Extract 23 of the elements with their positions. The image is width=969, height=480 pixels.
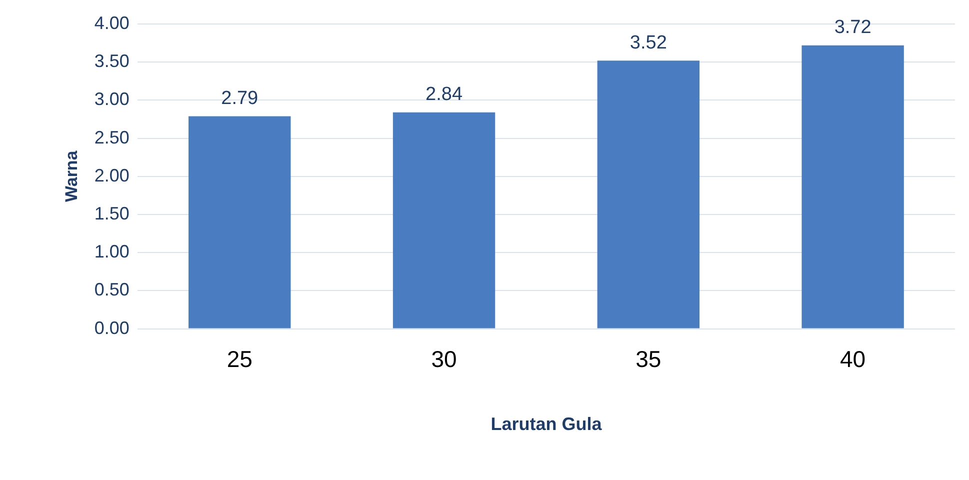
bar	[802, 45, 904, 328]
y-tick-label: 3.00	[94, 89, 130, 110]
y-axis-title: Warna	[62, 150, 81, 202]
data-label: 3.72	[834, 17, 872, 38]
y-tick-label: 1.50	[94, 203, 130, 224]
x-axis-title: Larutan Gula	[490, 414, 603, 434]
data-label: 3.52	[630, 32, 667, 54]
x-tick-label: 40	[840, 346, 866, 372]
y-tick-label: 2.50	[94, 127, 130, 148]
bar	[392, 112, 496, 328]
x-tick-label: 30	[431, 346, 457, 372]
data-label: 2.84	[426, 84, 463, 106]
y-tick-label: 3.50	[94, 51, 130, 72]
data-label: 2.79	[221, 88, 258, 109]
y-tick-label: 0.50	[94, 280, 130, 300]
bar	[188, 116, 291, 328]
bar	[597, 60, 700, 328]
y-tick-label: 1.00	[94, 242, 130, 262]
x-tick-label: 35	[636, 346, 662, 372]
y-tick-label: 2.00	[94, 165, 130, 186]
x-tick-label: 25	[226, 346, 252, 372]
y-tick-label: 4.00	[94, 12, 130, 33]
y-tick-label: 0.00	[94, 318, 130, 338]
